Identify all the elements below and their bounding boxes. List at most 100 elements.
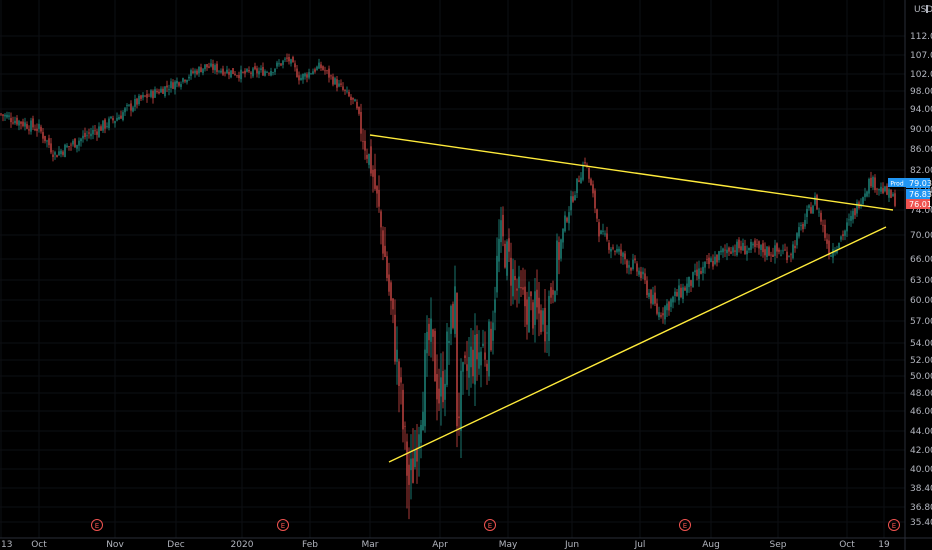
- candle-body: [740, 246, 742, 251]
- trendline[interactable]: [388, 226, 887, 463]
- candle-body: [98, 126, 100, 137]
- earnings-marker[interactable]: E: [91, 519, 103, 531]
- candle-body: [606, 233, 608, 240]
- candle-body: [432, 329, 434, 337]
- candle-body: [108, 118, 110, 128]
- price-tick-label[interactable]: 35.40: [910, 518, 932, 528]
- candle-body: [194, 70, 196, 74]
- price-tick-label[interactable]: 57.00: [910, 317, 932, 327]
- price-tick-label[interactable]: 54.00: [910, 339, 932, 349]
- candle-body: [402, 389, 404, 430]
- price-tick-label[interactable]: 86.00: [910, 145, 932, 155]
- time-tick-label[interactable]: May: [499, 540, 518, 550]
- candle-body: [576, 178, 578, 193]
- candle-body: [758, 241, 760, 249]
- price-tick-label[interactable]: 74.00: [910, 206, 932, 216]
- candle-body: [48, 138, 50, 146]
- candle-body: [56, 155, 58, 158]
- time-tick-label[interactable]: 19: [878, 540, 890, 550]
- candle-body: [160, 88, 162, 93]
- price-tick-label[interactable]: 63.00: [910, 276, 932, 286]
- candle-body: [722, 248, 724, 253]
- candle-body: [2, 114, 4, 116]
- price-tick-label[interactable]: 60.00: [910, 296, 932, 306]
- candle-body: [144, 95, 146, 97]
- price-tick-label[interactable]: 44.00: [910, 427, 932, 437]
- candle-body: [812, 205, 814, 214]
- candle-body: [522, 287, 524, 290]
- candle-body: [622, 252, 624, 257]
- candle-body: [802, 224, 804, 230]
- price-tick-label[interactable]: 36.80: [910, 503, 932, 513]
- price-tick-label[interactable]: 42.00: [910, 446, 932, 456]
- time-tick-label[interactable]: Jun: [564, 540, 579, 550]
- candle-body: [46, 140, 48, 142]
- candle-body: [228, 71, 230, 75]
- candle-body: [464, 355, 466, 359]
- time-tick-label[interactable]: Oct: [31, 540, 47, 550]
- candle-body: [478, 352, 480, 369]
- price-tick-label[interactable]: 66.00: [910, 255, 932, 265]
- candle-body: [440, 377, 442, 397]
- price-tick-label[interactable]: 50.00: [910, 372, 932, 382]
- time-tick-label[interactable]: Feb: [302, 540, 318, 550]
- candle-body: [128, 104, 130, 106]
- time-tick-label[interactable]: Nov: [106, 540, 124, 550]
- price-tick-label[interactable]: 38.40: [910, 484, 932, 494]
- candle-body: [302, 73, 304, 80]
- price-tick-label[interactable]: 94.00: [910, 105, 932, 115]
- time-tick-label[interactable]: Apr: [432, 540, 448, 550]
- price-tick-label[interactable]: 102.00: [910, 70, 932, 80]
- currency-label[interactable]: USD: [914, 5, 932, 15]
- candle-body: [238, 75, 240, 79]
- time-tick-label[interactable]: Jul: [634, 540, 646, 550]
- price-tick-label[interactable]: 40.00: [910, 465, 932, 475]
- candle-body: [318, 62, 320, 69]
- earnings-marker[interactable]: E: [679, 519, 691, 531]
- time-tick-label[interactable]: Oct: [839, 540, 855, 550]
- currency-label-group[interactable]: USD: [914, 5, 932, 15]
- price-tick-label[interactable]: 98.00: [910, 87, 932, 97]
- price-tick-label[interactable]: 112.00: [910, 32, 932, 42]
- candle-body: [636, 263, 638, 272]
- earnings-marker[interactable]: E: [888, 519, 900, 531]
- trendline[interactable]: [369, 134, 894, 211]
- price-tick-label[interactable]: 48.00: [910, 389, 932, 399]
- price-tick-label[interactable]: 82.00: [910, 166, 932, 176]
- candle-body: [872, 177, 874, 188]
- candle-body: [306, 74, 308, 78]
- price-tick-label[interactable]: 107.00: [910, 51, 932, 61]
- candle-body: [630, 267, 632, 271]
- candle-body: [462, 362, 464, 372]
- price-tick-label[interactable]: 46.00: [910, 407, 932, 417]
- time-tick-label[interactable]: Mar: [362, 540, 379, 550]
- candle-body: [494, 299, 496, 313]
- time-tick-label[interactable]: Aug: [702, 540, 720, 550]
- earnings-marker[interactable]: E: [277, 519, 289, 531]
- trendlines[interactable]: [369, 134, 894, 463]
- candle-body: [192, 71, 194, 74]
- candle-body: [382, 230, 384, 254]
- candle-body: [570, 196, 572, 211]
- price-tick-label[interactable]: 70.00: [910, 231, 932, 241]
- time-tick-label[interactable]: 2020: [231, 540, 254, 550]
- price-axis[interactable]: 35.40 36.80 38.40 40.00 42.00 44.00 46.00 48.00…: [910, 32, 932, 528]
- time-tick-label[interactable]: Sep: [770, 540, 787, 550]
- time-axis[interactable]: 13 Oct Nov Dec 2020 Feb Mar Apr May Jun Jul Aug Sep O…: [1, 540, 890, 550]
- candle-body: [500, 220, 502, 243]
- candle-body: [676, 292, 678, 297]
- time-tick-label[interactable]: Dec: [167, 540, 184, 550]
- candle-body: [158, 91, 160, 94]
- candle-body: [602, 230, 604, 232]
- candle-body: [804, 219, 806, 227]
- candle-body: [852, 211, 854, 220]
- time-tick-label[interactable]: 13: [1, 540, 12, 550]
- candle-body: [44, 135, 46, 142]
- price-tick-label[interactable]: 90.00: [910, 125, 932, 135]
- candle-body: [248, 69, 250, 72]
- earnings-marker[interactable]: E: [484, 519, 496, 531]
- candle-body: [596, 209, 598, 219]
- price-tick-label[interactable]: 52.00: [910, 356, 932, 366]
